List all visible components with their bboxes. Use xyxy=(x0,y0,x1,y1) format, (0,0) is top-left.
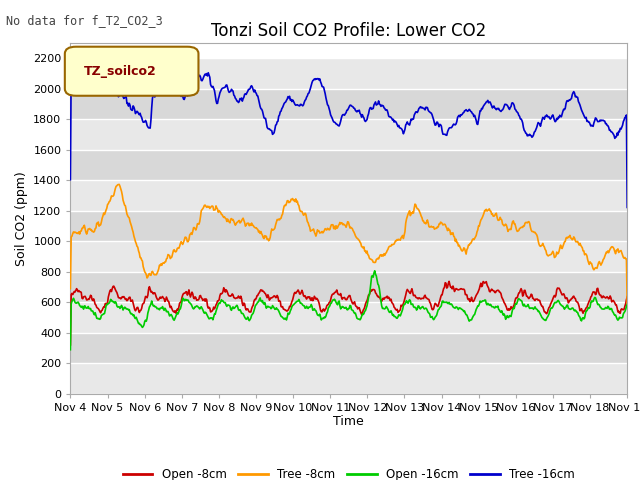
Tree -8cm xyxy=(115,181,123,187)
Tree -8cm xyxy=(221,214,228,220)
Legend: Open -8cm, Tree -8cm, Open -16cm, Tree -16cm: Open -8cm, Tree -8cm, Open -16cm, Tree -… xyxy=(118,463,580,480)
FancyBboxPatch shape xyxy=(65,47,198,96)
Open -8cm xyxy=(417,296,424,302)
Tree -8cm xyxy=(77,228,84,234)
Open -16cm xyxy=(191,305,198,311)
Open -16cm xyxy=(371,268,379,274)
Tree -16cm xyxy=(434,120,442,125)
Line: Open -16cm: Open -16cm xyxy=(70,271,627,350)
Open -16cm xyxy=(220,300,228,305)
Line: Tree -16cm: Tree -16cm xyxy=(70,70,627,207)
Open -8cm xyxy=(67,342,74,348)
Tree -16cm xyxy=(221,84,228,90)
Bar xyxy=(70,333,627,363)
Open -16cm xyxy=(434,309,442,315)
Open -16cm xyxy=(67,347,74,353)
Bar xyxy=(70,272,627,302)
Tree -8cm xyxy=(134,248,142,254)
Tree -8cm xyxy=(623,302,631,308)
Bar xyxy=(70,211,627,241)
Tree -16cm xyxy=(134,111,142,117)
Open -16cm xyxy=(417,305,425,311)
Tree -8cm xyxy=(417,213,425,219)
Tree -16cm xyxy=(67,177,74,182)
Bar xyxy=(70,59,627,89)
Bar xyxy=(70,180,627,211)
X-axis label: Time: Time xyxy=(333,415,364,429)
Open -16cm xyxy=(623,301,631,307)
Tree -16cm xyxy=(623,204,631,210)
Tree -16cm xyxy=(77,83,85,89)
Open -8cm xyxy=(220,285,228,290)
Bar xyxy=(70,89,627,120)
Bar xyxy=(70,150,627,180)
Open -8cm xyxy=(623,294,631,300)
Bar xyxy=(70,302,627,333)
Text: No data for f_T2_CO2_3: No data for f_T2_CO2_3 xyxy=(6,14,163,27)
Bar xyxy=(70,120,627,150)
Open -8cm xyxy=(134,304,141,310)
Open -8cm xyxy=(433,302,440,308)
Bar xyxy=(70,241,627,272)
Open -8cm xyxy=(191,296,198,301)
Open -16cm xyxy=(134,319,141,325)
Title: Tonzi Soil CO2 Profile: Lower CO2: Tonzi Soil CO2 Profile: Lower CO2 xyxy=(211,22,486,40)
Bar xyxy=(70,363,627,394)
Y-axis label: Soil CO2 (ppm): Soil CO2 (ppm) xyxy=(15,171,28,266)
Tree -16cm xyxy=(417,105,425,111)
Open -8cm xyxy=(445,278,453,284)
Text: TZ_soilco2: TZ_soilco2 xyxy=(84,65,157,78)
Tree -8cm xyxy=(67,286,74,291)
Tree -16cm xyxy=(68,67,76,73)
Tree -8cm xyxy=(191,226,199,232)
Line: Tree -8cm: Tree -8cm xyxy=(70,184,627,305)
Open -8cm xyxy=(77,289,84,295)
Tree -8cm xyxy=(434,224,442,229)
Open -16cm xyxy=(77,303,84,309)
Tree -16cm xyxy=(191,82,199,87)
Line: Open -8cm: Open -8cm xyxy=(70,281,627,345)
